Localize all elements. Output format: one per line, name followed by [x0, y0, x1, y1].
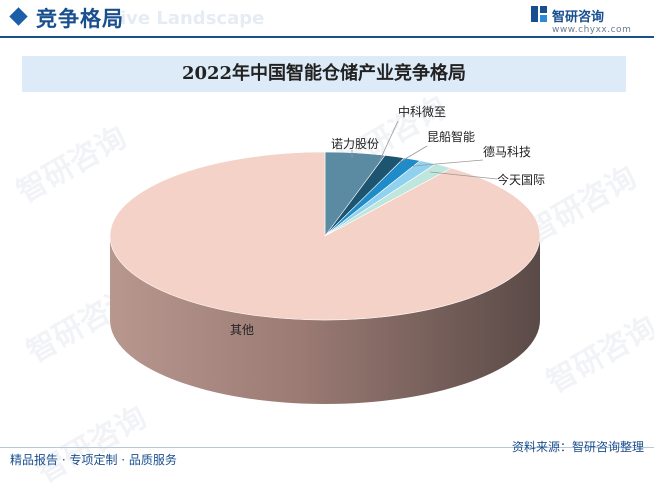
footer-divider [0, 447, 654, 448]
page-title: 竞争格局 [36, 7, 124, 31]
page-header: ive Landscape 竞争格局 智研咨询 www.chyxx.com [0, 0, 654, 36]
chart-title-band: 2022年中国智能仓储产业竞争格局 [22, 56, 626, 92]
leader-line-2 [399, 145, 428, 163]
header-divider [0, 36, 654, 38]
slice-label-0: 诺力股份 [331, 137, 379, 151]
header-watermark: ive Landscape [120, 8, 265, 29]
slice-label-2: 昆船智能 [427, 129, 475, 144]
leader-line-3 [412, 159, 484, 167]
footer-tagline: 精品报告 · 专项定制 · 品质服务 [10, 453, 177, 467]
slice-label-3: 德马科技 [483, 144, 531, 159]
chart-title: 2022年中国智能仓储产业竞争格局 [181, 63, 467, 84]
pie-slice-5 [109, 151, 541, 321]
slice-label-5: 其他 [230, 323, 254, 337]
footer-source: 资料来源：智研咨询整理 [511, 440, 644, 454]
slice-label-1: 中科微至 [398, 104, 446, 119]
brand-logo-icon [531, 6, 547, 22]
brand: 智研咨询 www.chyxx.com [530, 5, 640, 37]
brand-url: www.chyxx.com [552, 25, 632, 35]
leader-line-4 [429, 171, 498, 180]
brand-name: 智研咨询 [552, 10, 605, 25]
leader-line-1 [379, 120, 399, 161]
slice-label-4: 今天国际 [497, 172, 545, 187]
